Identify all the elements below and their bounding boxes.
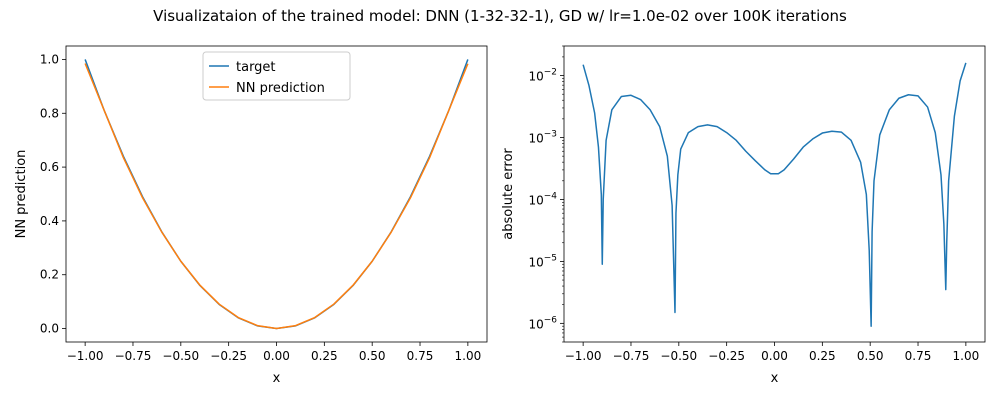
legend-box (202, 51, 351, 101)
x-tick-label: 0.25 (809, 349, 836, 363)
x-tick-label: −0.25 (210, 349, 247, 363)
x-axis-label: x (771, 371, 779, 386)
y-tick-label: 0.2 (40, 268, 59, 282)
x-tick-label: 0.50 (857, 349, 884, 363)
y-tick-label: 0.4 (40, 214, 59, 228)
y-tick-label: 1.0 (40, 52, 59, 66)
x-tick-label: 0.00 (761, 349, 788, 363)
x-tick-label: −1.00 (565, 349, 602, 363)
y-tick-label: 10−2 (528, 68, 557, 84)
x-tick-label: 1.00 (455, 349, 482, 363)
x-tick-label: −1.00 (67, 349, 104, 363)
y-tick-label: 0.6 (40, 160, 59, 174)
legend-label: target (236, 60, 276, 75)
y-tick-label: 0.0 (40, 322, 59, 336)
x-axis-label: x (273, 371, 281, 386)
left-panel: −1.00 −0.75 −0.50 −0.25 0.00 0.25 0.50 0.75 1.00… (14, 45, 488, 386)
x-tick-label: −0.75 (613, 349, 650, 363)
y-axis-label: absolute error (501, 148, 516, 240)
x-tick-label: 0.75 (905, 349, 932, 363)
x-tick-label: 0.00 (263, 349, 290, 363)
y-tick-label: 10−4 (528, 191, 557, 207)
series-line-absolute-error (582, 62, 967, 327)
x-tick-label: −0.50 (162, 349, 199, 363)
y-tick-label: 0.8 (40, 106, 59, 120)
legend-label: NN prediction (236, 81, 325, 96)
x-tick-label: 0.50 (359, 349, 386, 363)
axes-frame (563, 45, 986, 343)
y-tick-label: 10−3 (528, 130, 557, 146)
x-tick-label: 0.75 (407, 349, 434, 363)
right-panel: −1.00 −0.75 −0.50 −0.25 0.00 0.25 0.50 0.75 1.00… (501, 45, 986, 386)
x-tick-label: −0.75 (115, 349, 152, 363)
x-tick-label: −0.50 (660, 349, 697, 363)
series-line-nn-prediction (84, 63, 469, 330)
legend: target NN prediction (202, 51, 351, 101)
x-tick-label: 0.25 (311, 349, 338, 363)
y-tick-label: 10−6 (528, 315, 557, 331)
figure-title: Visualizataion of the trained model: DNN… (153, 7, 847, 25)
y-axis-label: NN prediction (14, 150, 29, 239)
y-tick-label: 10−5 (528, 253, 557, 269)
x-tick-label: 1.00 (953, 349, 980, 363)
x-tick-label: −0.25 (708, 349, 745, 363)
